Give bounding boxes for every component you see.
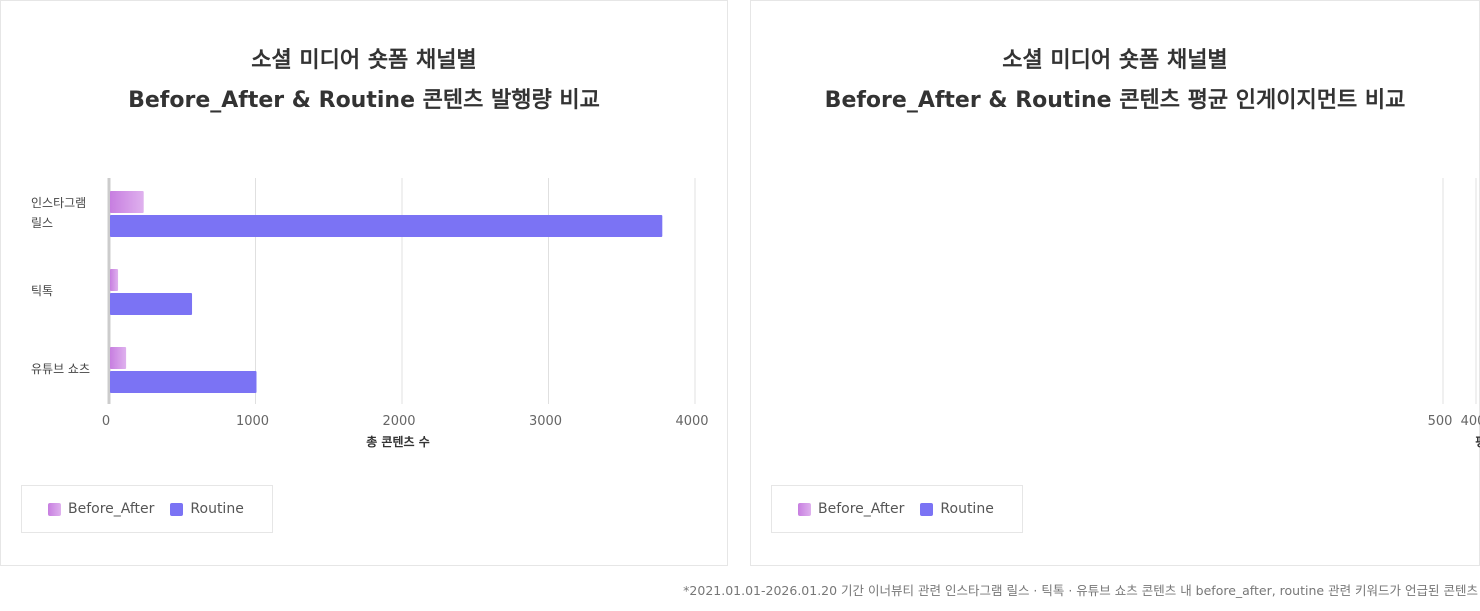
chart-title: 소셜 미디어 숏폼 채널별 Before_After & Routine 콘텐츠… [751, 41, 1479, 121]
category-label: 릴스 [31, 216, 53, 230]
legend-label-before-after: Before_After [68, 501, 155, 517]
legend-swatch-routine [920, 502, 934, 516]
x-axis-label: 평균 인게이지먼트 [1475, 434, 1480, 449]
bar-chart-avg-engagement: 0100200300400500평균 인게이지먼트인스타그램릴스틱톡유튜브 쇼츠 [1428, 178, 1480, 449]
chart-title-line1: 소셜 미디어 숏폼 채널별 [1002, 48, 1228, 73]
x-tick-label: 3000 [529, 414, 562, 429]
footnote: *2021.01.01-2026.01.20 기간 이너뷰티 관련 인스타그램 … [683, 583, 1478, 598]
category-label: 유튜브 쇼츠 [31, 362, 90, 376]
x-tick-label: 4000 [675, 414, 708, 429]
x-tick-label: 500 [1428, 414, 1453, 429]
legend-swatch-before-after [48, 502, 61, 516]
category-label: 인스타그램 [31, 196, 86, 210]
chart-title-line1: 소셜 미디어 숏폼 채널별 [251, 48, 477, 73]
bar-before-after [110, 191, 144, 213]
legend-item-before-after[interactable]: Before_After [48, 501, 154, 517]
chart-legend: Before_After Routine [21, 485, 273, 533]
x-tick-label: 0 [102, 414, 110, 429]
chart-title: 소셜 미디어 숏폼 채널별 Before_After & Routine 콘텐츠… [1, 41, 727, 121]
category-label: 틱톡 [31, 284, 53, 298]
chart-legend: Before_After Routine [771, 485, 1023, 533]
x-tick-label: 2000 [382, 414, 415, 429]
bar-before-after [110, 269, 119, 291]
chart-title-line2: Before_After & Routine 콘텐츠 발행량 비교 [128, 88, 600, 113]
legend-item-routine[interactable]: Routine [920, 501, 994, 517]
legend-swatch-before-after [798, 502, 811, 516]
legend-label-routine: Routine [190, 501, 244, 517]
bar-routine [110, 293, 193, 315]
chart-panel-avg-engagement: 소셜 미디어 숏폼 채널별 Before_After & Routine 콘텐츠… [750, 0, 1480, 566]
chart-panel-publish-volume: 소셜 미디어 숏폼 채널별 Before_After & Routine 콘텐츠… [0, 0, 728, 566]
bar-routine [110, 215, 663, 237]
x-tick-label: 1000 [236, 414, 269, 429]
legend-item-before-after[interactable]: Before_After [798, 501, 904, 517]
legend-label-routine: Routine [940, 501, 994, 517]
chart-title-line2: Before_After & Routine 콘텐츠 평균 인게이지먼트 비교 [824, 88, 1406, 113]
legend-label-before-after: Before_After [818, 501, 905, 517]
legend-swatch-routine [170, 502, 184, 516]
bar-routine [110, 371, 257, 393]
x-tick-label: 400 [1461, 414, 1480, 429]
x-axis-label: 총 콘텐츠 수 [366, 434, 430, 449]
legend-item-routine[interactable]: Routine [170, 501, 244, 517]
bar-before-after [110, 347, 127, 369]
